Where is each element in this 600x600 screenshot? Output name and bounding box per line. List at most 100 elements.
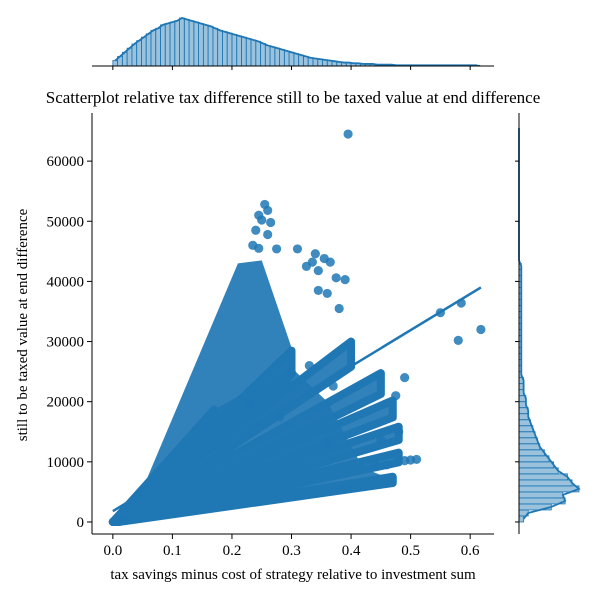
scatter-point	[400, 373, 410, 383]
y-histogram-bar	[518, 515, 525, 523]
chart-title: Scatterplot relative tax difference stil…	[46, 88, 541, 107]
x-histogram-bar	[155, 27, 161, 67]
x-histogram-bar	[303, 56, 309, 67]
scatter-point	[331, 273, 341, 283]
scatter-point	[476, 324, 486, 335]
x-histogram-bar	[207, 25, 214, 67]
x-histogram-bar	[160, 24, 166, 67]
x-histogram-bar	[188, 20, 195, 67]
scatter-point	[286, 368, 297, 378]
x-tick-label: 0.4	[342, 543, 361, 559]
y-marginal-histogram	[515, 113, 581, 534]
x-histogram-bar	[169, 21, 176, 67]
y-axis-label: still to be taxed value at end differenc…	[15, 208, 31, 441]
scatter-point	[301, 261, 311, 271]
y-histogram-bar	[518, 467, 559, 475]
x-histogram-bar	[241, 36, 247, 67]
scatter-point	[245, 398, 255, 409]
x-histogram-bar	[179, 17, 185, 67]
scatter-point	[275, 412, 285, 422]
x-histogram-bar	[202, 24, 209, 67]
x-histogram-bar	[279, 49, 285, 67]
scatter-point	[394, 427, 404, 437]
x-tick-label: 0.1	[163, 543, 182, 559]
x-histogram-bar	[250, 39, 257, 67]
y-tick-label: 40000	[47, 274, 85, 290]
scatter-point	[251, 225, 261, 235]
x-histogram-bar	[193, 21, 200, 67]
scatter-point	[400, 456, 410, 466]
x-histogram-bar	[112, 60, 119, 67]
x-histogram-bar	[150, 29, 157, 67]
scatter-point	[313, 285, 323, 296]
scatter-point	[120, 514, 130, 524]
y-histogram-bar	[518, 473, 568, 481]
regression-line-path	[112, 286, 482, 513]
scatter-point	[322, 436, 332, 446]
y-histogram-bar	[518, 437, 538, 445]
x-kde-curve	[114, 17, 478, 67]
x-histogram-bar	[183, 18, 190, 67]
y-histogram-bar	[518, 485, 580, 493]
scatter-point	[257, 215, 267, 225]
scatter-point	[391, 391, 401, 401]
y-histogram-bar	[518, 431, 536, 439]
scatter-point	[292, 244, 303, 254]
x-histogram-bar	[226, 32, 233, 67]
x-histogram-bar	[145, 33, 152, 67]
scatter-point	[322, 288, 332, 299]
scatter-point	[382, 460, 392, 470]
scatter-point	[453, 335, 463, 345]
x-histogram-bar	[269, 46, 276, 67]
x-histogram-bar	[288, 51, 295, 67]
dense-point-cloud	[108, 260, 403, 526]
x-histogram-bar	[236, 35, 242, 67]
x-histogram-bar	[222, 31, 228, 67]
x-histogram-bar	[217, 29, 223, 67]
scatter-point	[328, 381, 338, 391]
scatter-point	[266, 217, 276, 228]
scatter-point	[310, 249, 320, 259]
x-histogram-bar	[298, 54, 304, 67]
x-histogram-bar	[131, 43, 138, 67]
y-histogram-bar	[518, 461, 555, 469]
x-histogram-bar	[126, 47, 133, 67]
scatter-point	[313, 265, 323, 276]
x-tick-label: 0.6	[461, 543, 480, 559]
y-histogram-bar	[518, 449, 545, 457]
scatter-point	[343, 129, 353, 139]
x-histogram-bar	[293, 53, 300, 67]
x-histogram-bar	[164, 23, 171, 67]
axes: 0.0 0.1 0.2 0.3 0.4 0.5 0.6 0 10000 20000 30000 400…	[47, 113, 494, 559]
scatter-point	[376, 435, 386, 445]
y-histogram-bar	[518, 443, 541, 451]
scatter-point	[325, 257, 335, 267]
scatter-points	[111, 129, 486, 526]
x-axis-label: tax savings minus cost of strategy relat…	[110, 567, 476, 583]
x-histogram-bar	[245, 38, 252, 67]
scatter-point	[340, 274, 350, 285]
y-tick-label: 20000	[47, 395, 85, 411]
scatter-point	[254, 243, 264, 253]
scatter-plot-area: 0.0 0.1 0.2 0.3 0.4 0.5 0.6 0 10000 20000 30000 400…	[47, 113, 494, 559]
x-tick-label: 0.0	[103, 543, 122, 559]
y-histogram-bar	[518, 413, 529, 421]
x-histogram-bar	[198, 23, 204, 67]
scatter-dense-core	[112, 367, 393, 522]
x-tick-label: 0.3	[282, 543, 301, 559]
y-histogram-bar	[518, 455, 550, 463]
x-histogram-bar	[136, 40, 142, 67]
y-tick-label: 60000	[47, 154, 85, 170]
x-histogram-bar	[283, 50, 290, 67]
x-histogram-bar	[174, 20, 180, 67]
x-histogram-bar	[255, 40, 261, 67]
x-tick-label: 0.2	[223, 543, 242, 559]
y-tick-label: 0	[77, 515, 85, 531]
y-histogram-bar	[518, 491, 564, 499]
regression-line	[112, 286, 482, 513]
x-histogram-bar	[264, 45, 271, 67]
y-histogram-bar	[518, 479, 573, 487]
scatter-point	[263, 229, 273, 240]
scatter-point	[272, 244, 282, 254]
